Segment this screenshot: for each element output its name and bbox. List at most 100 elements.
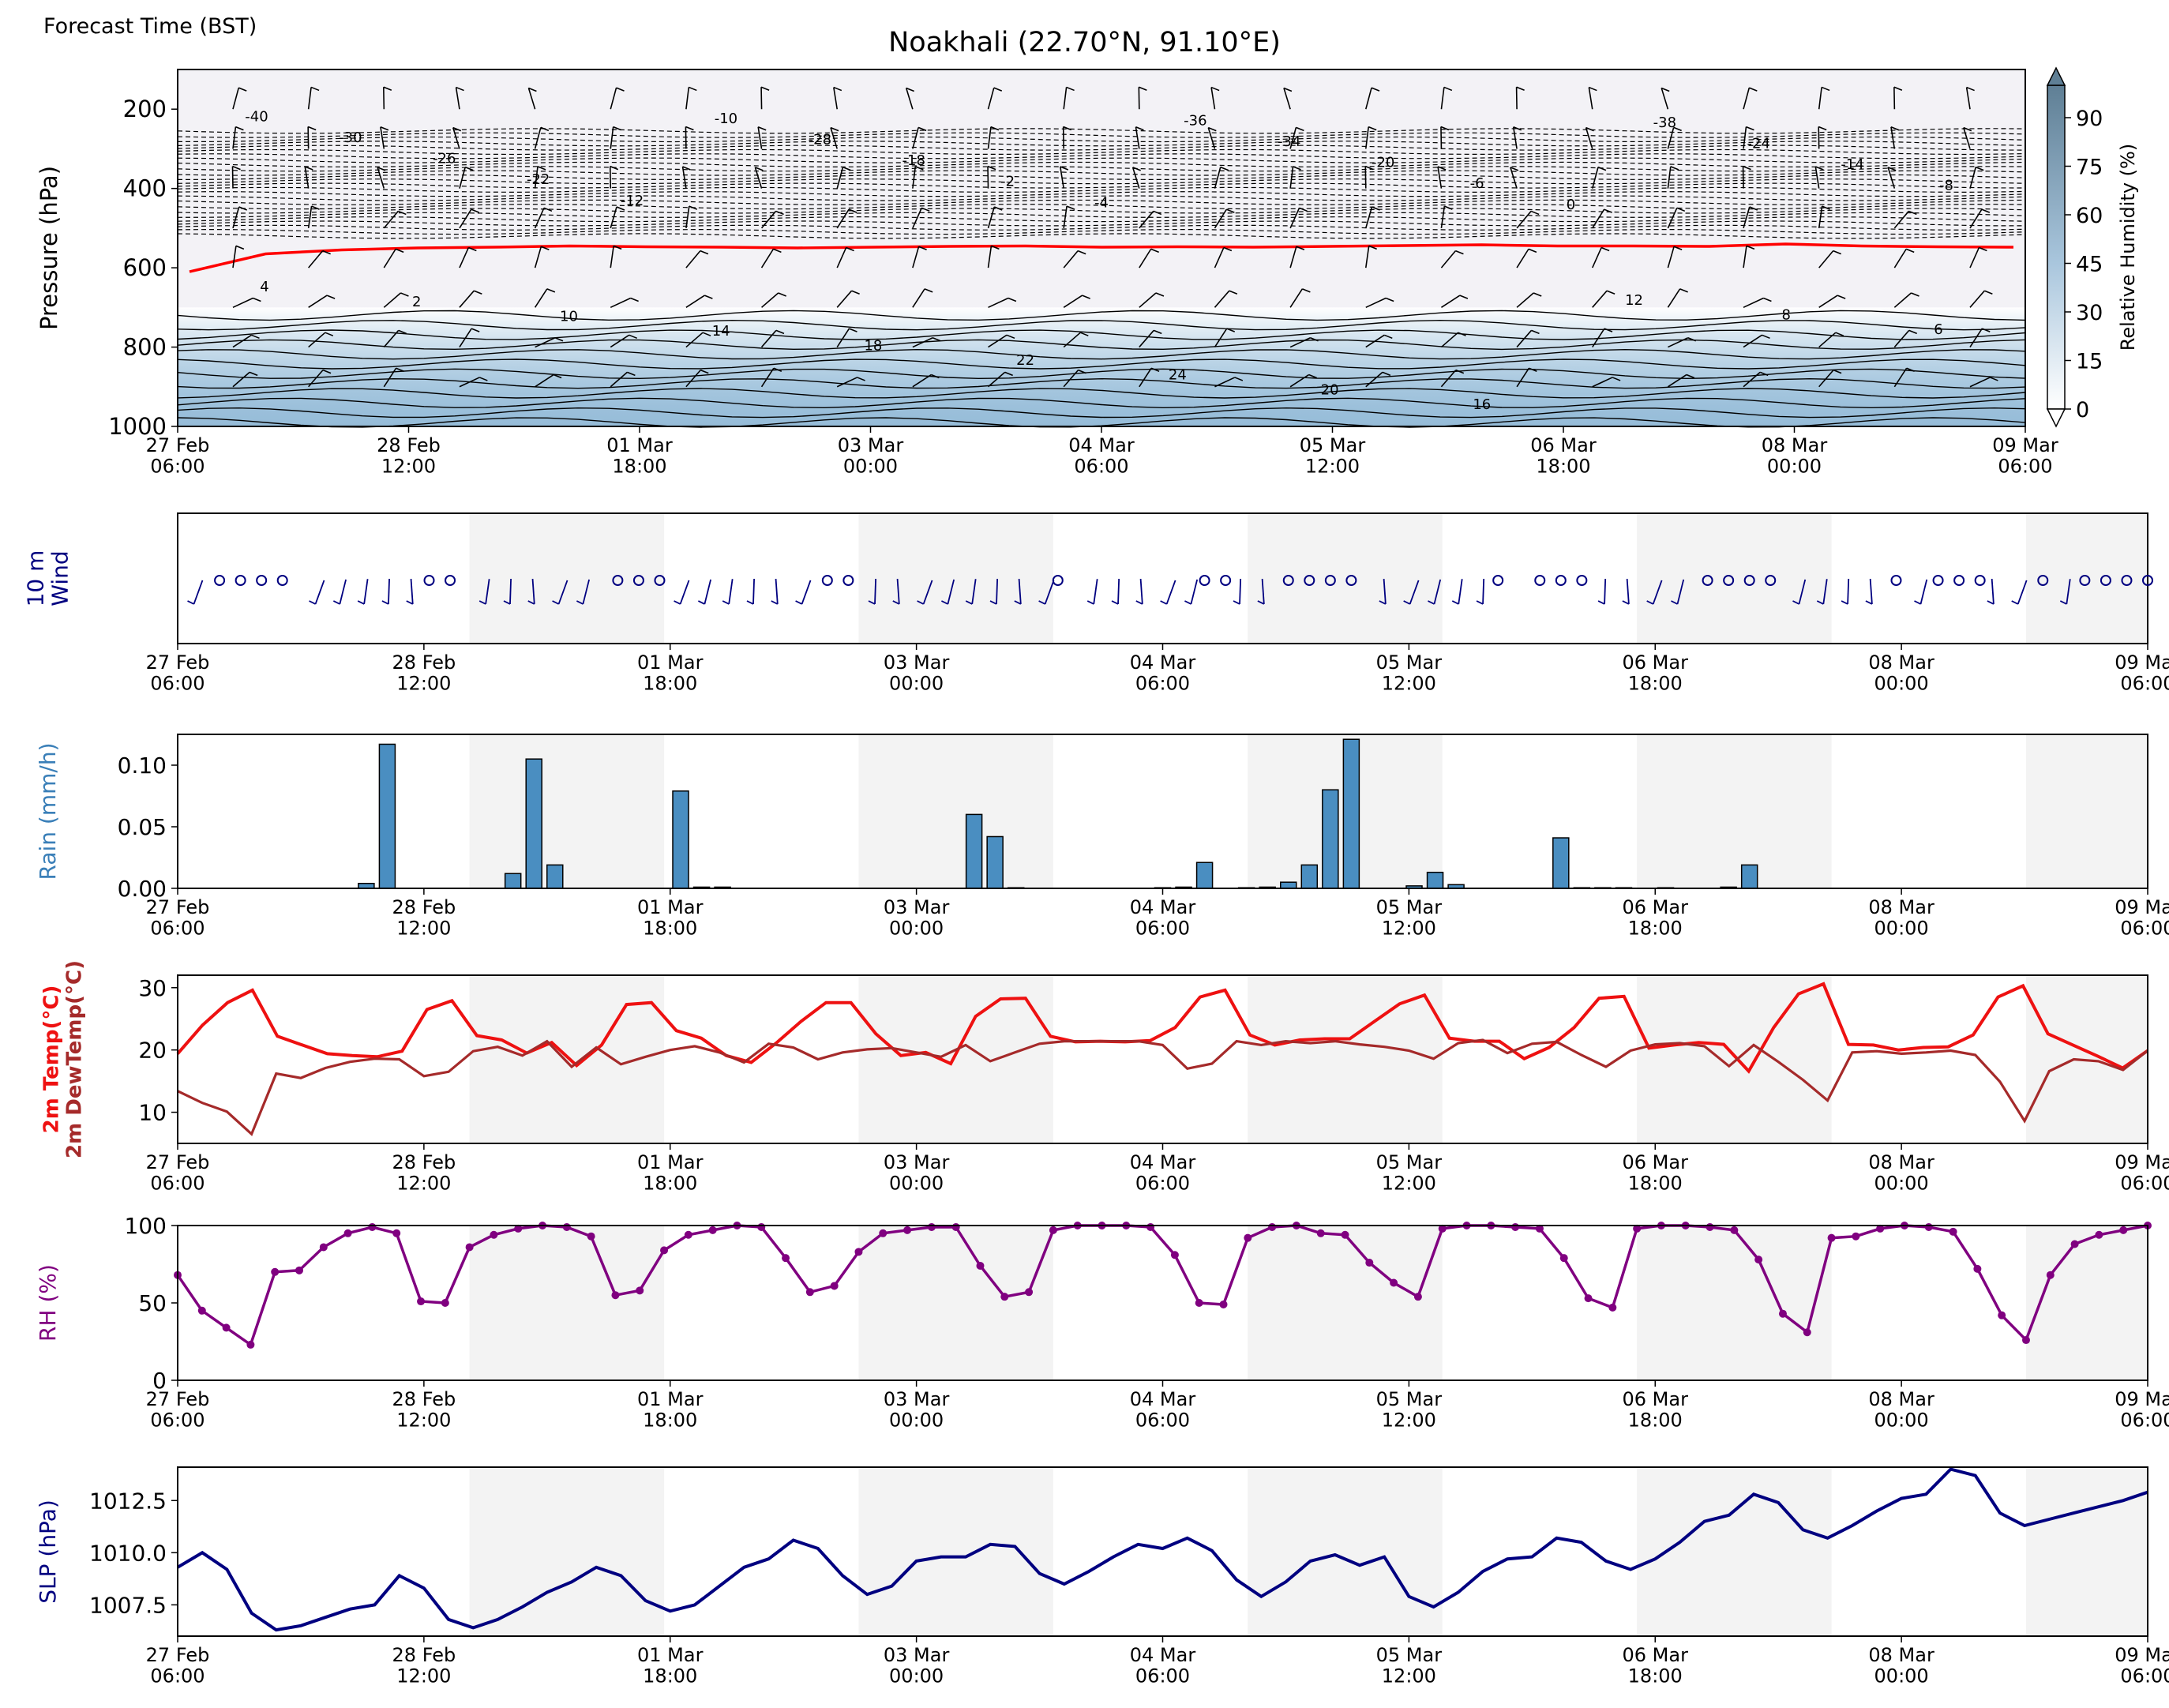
wind-barb: [232, 371, 250, 388]
wind-barb-flag: [1981, 208, 1991, 213]
x-tick-label: 00:00: [889, 1409, 944, 1431]
wind-barb-flag: [1379, 600, 1387, 605]
wind-barb-flag: [468, 246, 477, 252]
wind-barb: [830, 127, 838, 149]
wind-barb-flag: [906, 87, 914, 92]
wind-barb-flag: [238, 87, 247, 92]
rain-bar: [1342, 738, 1360, 889]
wind-barb-flag: [357, 600, 365, 605]
wind-barb: [1289, 207, 1300, 229]
wind-barb-flag: [1458, 332, 1466, 336]
wind-barb: [754, 167, 763, 189]
wind-barb: [304, 166, 310, 189]
rh-point: [1413, 1293, 1422, 1301]
isotherm-label: 12: [1625, 292, 1643, 309]
wind-barb: [1668, 336, 1689, 348]
wind-barb: [1667, 127, 1675, 149]
wind-barb-flag: [1150, 367, 1160, 373]
temp-line: [176, 982, 2149, 1074]
wind-barb-flag: [990, 126, 1000, 131]
x-tick-label: 28 Feb: [392, 1388, 456, 1410]
wind-barb: [1440, 206, 1446, 229]
wind-barb-flag: [543, 207, 553, 212]
x-tick-label: 05 Mar: [1376, 896, 1443, 918]
wind-barb-flag: [613, 126, 621, 131]
wind-barb-flag: [1257, 600, 1265, 605]
wind-barb: [912, 207, 922, 229]
wind-barb-flag: [697, 600, 705, 605]
isotherm-label: -6: [1470, 175, 1484, 192]
wind-barb: [912, 127, 919, 149]
wind-barb-flag: [682, 166, 691, 171]
freezing-level-line: [189, 242, 2014, 273]
wind-barb-flag: [689, 86, 697, 92]
wind-barb-flag: [851, 290, 860, 295]
x-tick-label: 06:00: [2120, 917, 2169, 939]
wind-barb-flag: [1908, 329, 1918, 335]
wind-barb: [1190, 579, 1199, 605]
rain-bar: [986, 835, 1004, 889]
wind-barb-flag: [1184, 600, 1191, 605]
wind-barb-flag: [380, 126, 389, 131]
isotherm-label: -8: [1939, 178, 1953, 194]
isotherm-line: [177, 377, 2026, 389]
wind-barb: [1214, 290, 1230, 308]
isotherm-line-subzero: [177, 233, 2026, 239]
isotherm-line-subzero: [177, 128, 2026, 134]
wind-barb: [757, 126, 763, 149]
wind-barb-flag: [918, 246, 927, 250]
isotherm-label: -36: [1184, 112, 1206, 129]
isotherm-label: -12: [621, 193, 644, 209]
x-tick-label: 06 Mar: [1623, 1388, 1689, 1410]
calm-wind-marker: [1765, 575, 1777, 586]
calm-wind-marker: [1890, 575, 1902, 586]
wind-barb: [1667, 207, 1678, 229]
wind-barb-flag: [775, 329, 785, 335]
wind-barb-flag: [868, 600, 876, 605]
wind-barb: [610, 126, 614, 149]
night-band: [469, 734, 665, 888]
wind-barb-flag: [1679, 288, 1688, 293]
wind-barb: [896, 579, 900, 605]
wind-barb: [1818, 87, 1822, 110]
wind-barb: [1969, 290, 1985, 308]
wind-barb: [1289, 246, 1297, 268]
isotherm-line-subzero: [177, 199, 2026, 205]
x-tick-label: 03 Mar: [838, 434, 904, 456]
isotherm-label: -20: [1372, 155, 1394, 171]
x-tick-label: 06:00: [1135, 672, 1190, 694]
wind-barb: [527, 88, 536, 110]
rh-point: [805, 1288, 814, 1297]
wind-barb-flag: [383, 86, 392, 91]
rh-point: [1998, 1311, 2006, 1319]
rh-point: [879, 1229, 887, 1237]
isotherm-label: -38: [1653, 114, 1676, 131]
rh-point: [514, 1224, 523, 1233]
night-band: [2025, 734, 2148, 888]
wind-barb-flag: [1299, 207, 1308, 212]
wind-barb: [1893, 248, 1907, 268]
wind-barb-flag: [1821, 86, 1830, 92]
wind-barb: [760, 248, 775, 268]
y-tick-label: 1012.5: [89, 1488, 167, 1514]
wind-barb-flag: [1086, 600, 1094, 605]
calm-wind-marker: [1932, 575, 1944, 586]
wind-barb-flag: [1513, 126, 1522, 131]
wind-barb-flag: [1865, 600, 1873, 605]
rh-point: [1025, 1288, 1034, 1297]
wind-barb: [685, 87, 690, 110]
wind-barb-flag: [993, 87, 1003, 92]
x-tick-label: 00:00: [889, 917, 944, 939]
wind-barb-flag: [251, 334, 260, 340]
isotherm-line-subzero: [177, 228, 2026, 235]
x-tick-label: 04 Mar: [1130, 651, 1196, 674]
wind-barb-flag: [1234, 377, 1244, 381]
night-band: [2025, 1226, 2148, 1380]
y-tick-label: 30: [138, 975, 167, 1001]
rh-point: [1535, 1224, 1544, 1233]
calm-wind-marker: [1304, 575, 1315, 586]
x-tick-label: 06:00: [150, 1172, 205, 1194]
wind-barb-flag: [1600, 246, 1610, 252]
wind-barb-flag: [187, 600, 194, 605]
